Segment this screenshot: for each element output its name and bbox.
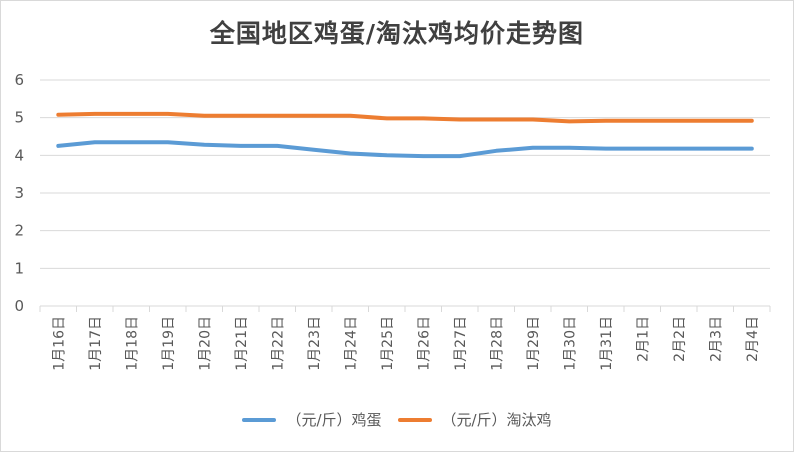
x-tick-label: 1月30日 <box>562 316 578 371</box>
x-tick-label: 1月28日 <box>489 316 505 371</box>
data-point <box>458 118 462 122</box>
y-tick-label: 1 <box>14 259 24 277</box>
y-axis-tick-labels: 0 1 2 3 4 5 6 <box>14 71 24 315</box>
x-tick-label: 1月21日 <box>234 316 250 371</box>
data-point <box>202 143 206 147</box>
y-tick-label: 5 <box>14 109 24 127</box>
x-tick-label: 1月26日 <box>416 316 432 371</box>
legend-swatch-culled-hens <box>397 417 432 422</box>
data-point <box>385 153 389 157</box>
data-point <box>421 154 425 158</box>
y-tick-label: 6 <box>14 71 24 89</box>
data-point <box>531 146 535 150</box>
x-tick-label: 1月17日 <box>88 316 104 371</box>
x-tick-label: 1月29日 <box>526 316 542 371</box>
y-tick-label: 2 <box>14 222 24 240</box>
data-point <box>93 112 97 116</box>
x-tick-label: 2月3日 <box>708 316 724 362</box>
y-tick-label: 4 <box>14 146 24 164</box>
data-point <box>640 119 644 123</box>
legend: （元/斤）鸡蛋 （元/斤）淘汰鸡 <box>0 409 794 430</box>
data-point <box>604 147 608 151</box>
data-point <box>166 140 170 144</box>
data-point <box>640 147 644 151</box>
data-point <box>312 114 316 118</box>
data-point <box>56 113 60 117</box>
data-point <box>567 146 571 150</box>
data-point <box>275 144 279 148</box>
series-line-1 <box>56 111 754 124</box>
data-point <box>750 147 754 151</box>
series-lines <box>56 111 754 159</box>
x-tick-label: 1月16日 <box>51 316 67 371</box>
x-axis-tick-labels: 1月16日 1月17日 1月18日 1月19日 1月20日 1月21日 1月22日 1月23日… <box>51 316 761 371</box>
data-point <box>494 149 498 153</box>
x-tick-label: 1月31日 <box>599 316 615 371</box>
x-tick-label: 1月25日 <box>380 316 396 371</box>
data-point <box>56 144 60 148</box>
data-point <box>531 118 535 122</box>
series-line-0 <box>56 140 754 159</box>
data-point <box>93 140 97 144</box>
data-point <box>275 114 279 118</box>
x-tick-label: 1月22日 <box>270 316 286 371</box>
legend-label-eggs: （元/斤）鸡蛋 <box>286 411 382 429</box>
data-point <box>239 114 243 118</box>
x-tick-label: 1月23日 <box>307 316 323 371</box>
x-tick-label: 1月18日 <box>124 316 140 371</box>
data-point <box>458 154 462 158</box>
y-tick-label: 0 <box>14 297 24 315</box>
data-point <box>677 119 681 123</box>
data-point <box>713 147 717 151</box>
x-tick-label: 1月20日 <box>197 316 213 371</box>
data-point <box>567 119 571 123</box>
data-point <box>604 119 608 123</box>
chart-title: 全国地区鸡蛋/淘汰鸡均价走势图 <box>209 19 585 48</box>
y-tick-label: 3 <box>14 184 24 202</box>
x-tick-label: 1月27日 <box>453 316 469 371</box>
legend-item-culled-hens: （元/斤）淘汰鸡 <box>397 409 552 430</box>
x-tick-label: 1月24日 <box>343 316 359 371</box>
legend-item-eggs: （元/斤）鸡蛋 <box>242 409 382 430</box>
data-point <box>129 140 133 144</box>
data-point <box>166 112 170 116</box>
data-point <box>750 119 754 123</box>
data-point <box>494 118 498 122</box>
data-point <box>129 112 133 116</box>
data-point <box>421 116 425 120</box>
data-point <box>713 119 717 123</box>
x-tick-label: 2月1日 <box>635 316 651 362</box>
legend-swatch-eggs <box>242 417 277 422</box>
data-point <box>202 114 206 118</box>
data-point <box>677 147 681 151</box>
x-tick-label: 1月19日 <box>161 316 177 371</box>
x-tick-label: 2月2日 <box>672 316 688 362</box>
data-point <box>385 116 389 120</box>
data-point <box>312 148 316 152</box>
x-tick-label: 2月4日 <box>745 316 761 362</box>
legend-label-culled-hens: （元/斤）淘汰鸡 <box>441 411 552 429</box>
data-point <box>348 114 352 118</box>
data-point <box>239 144 243 148</box>
data-point <box>348 151 352 155</box>
